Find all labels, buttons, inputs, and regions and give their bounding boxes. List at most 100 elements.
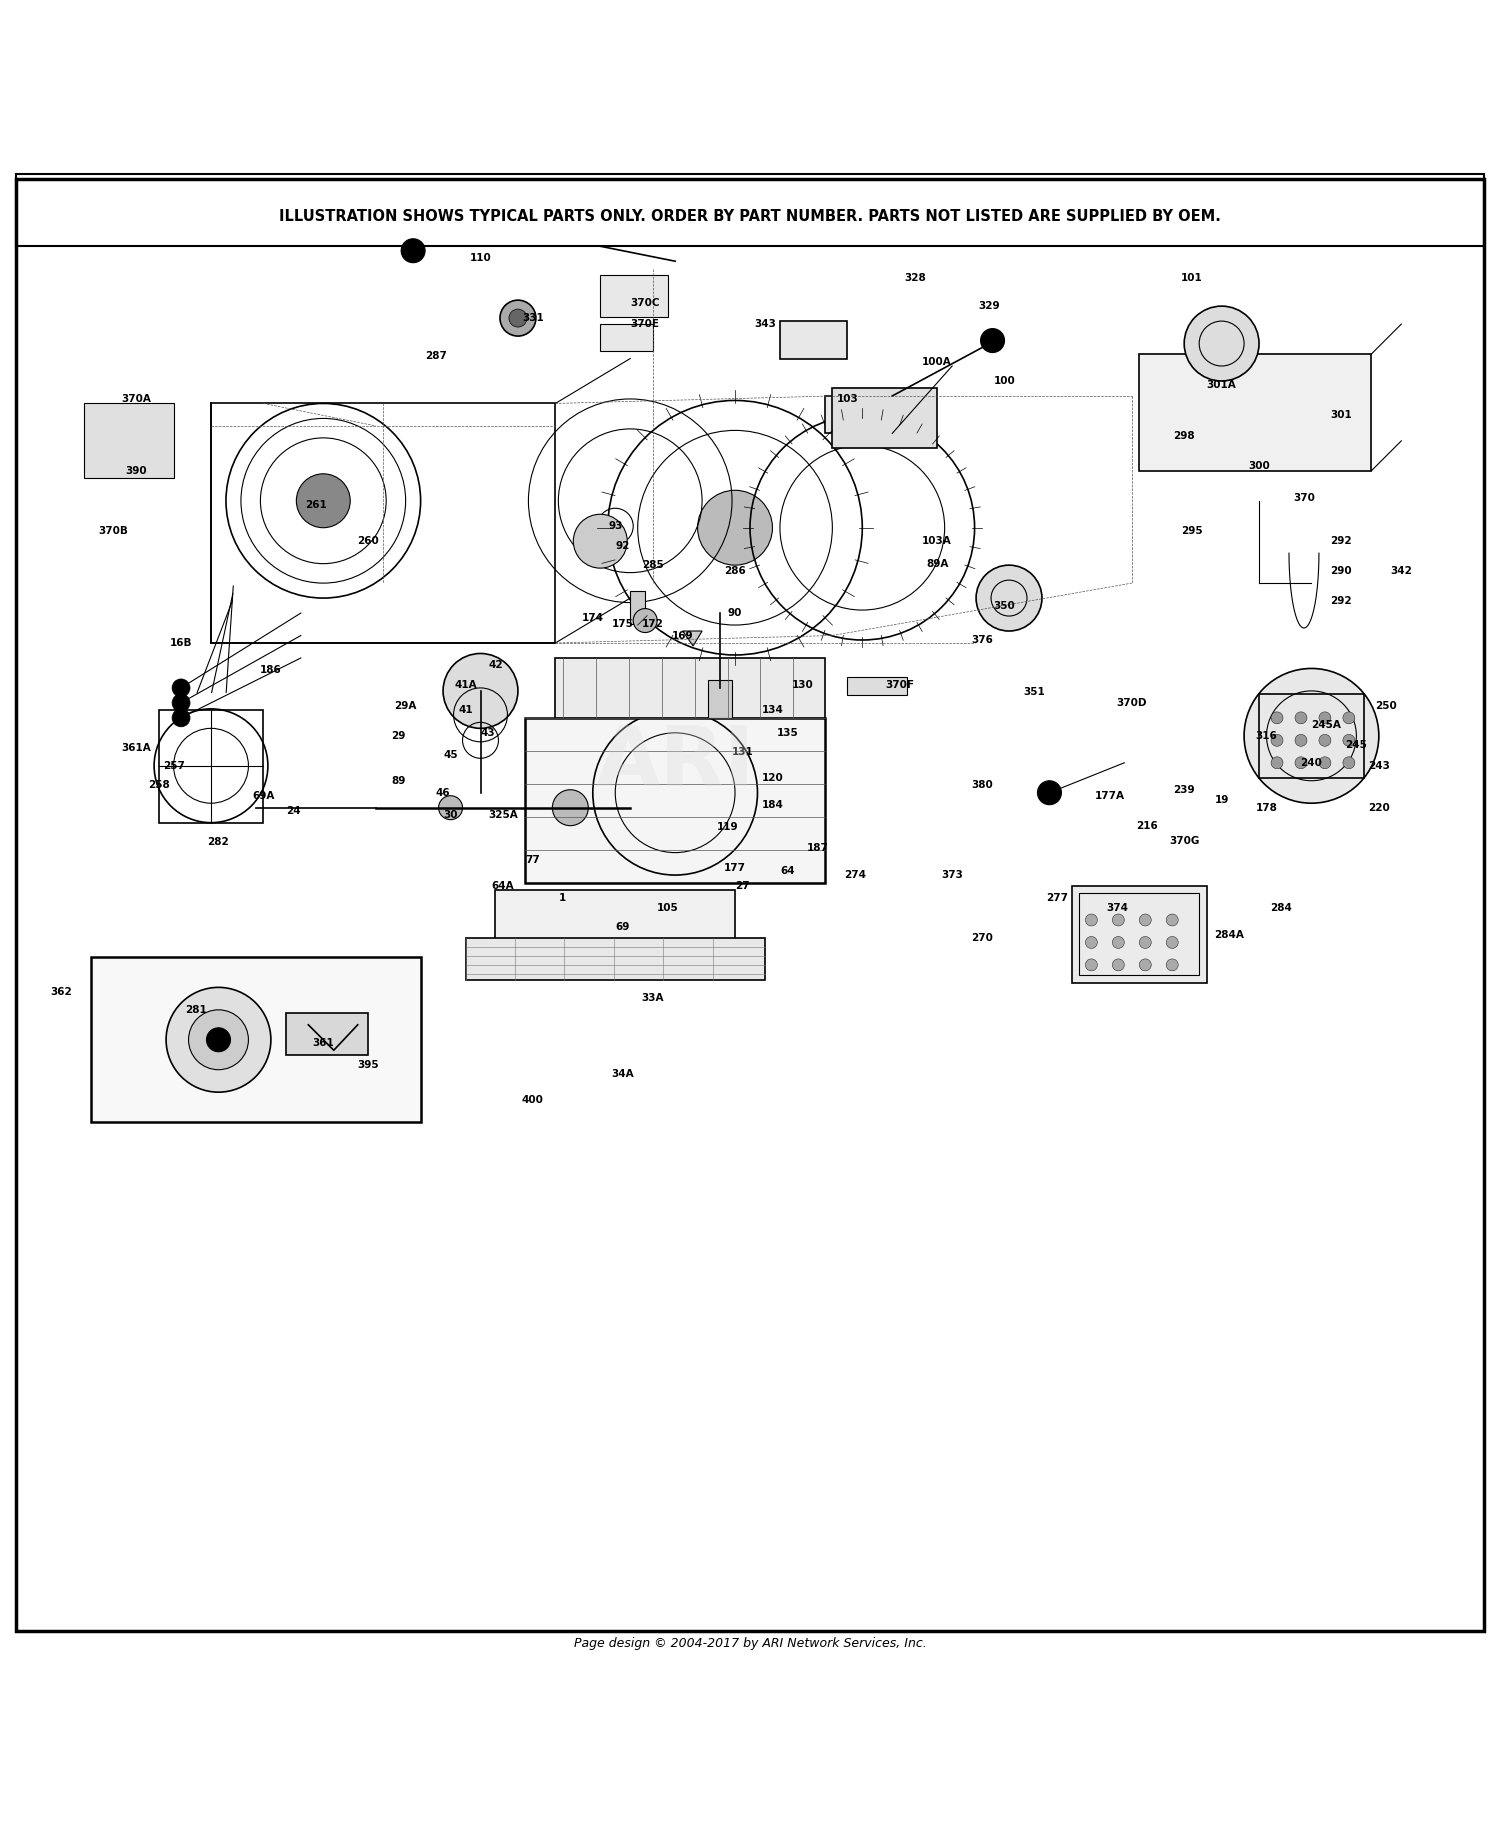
Text: 243: 243 (1368, 761, 1390, 770)
Text: 93: 93 (608, 522, 622, 531)
Bar (286, 1013, 368, 1055)
Circle shape (297, 474, 350, 527)
Text: 177: 177 (724, 863, 746, 872)
Text: 376: 376 (970, 635, 993, 644)
Bar (847, 677, 908, 695)
Text: 103: 103 (837, 394, 858, 403)
Circle shape (438, 796, 462, 819)
Text: 245A: 245A (1311, 721, 1341, 730)
Text: 105: 105 (657, 903, 678, 912)
Text: 240: 240 (1300, 757, 1323, 768)
Text: 186: 186 (260, 664, 282, 675)
Text: 295: 295 (1180, 526, 1203, 537)
Text: 328: 328 (904, 272, 926, 283)
Circle shape (1166, 958, 1178, 971)
Polygon shape (825, 396, 900, 433)
Circle shape (1342, 757, 1354, 768)
Text: 300: 300 (1248, 462, 1270, 471)
Text: 64: 64 (780, 865, 795, 876)
Text: 69: 69 (615, 922, 630, 933)
Text: 220: 220 (1368, 803, 1389, 812)
Circle shape (172, 679, 190, 697)
Text: 342: 342 (1390, 566, 1411, 577)
Text: 370C: 370C (630, 297, 660, 308)
Text: 245: 245 (1346, 739, 1368, 750)
Circle shape (552, 790, 588, 825)
Circle shape (189, 1009, 249, 1069)
Circle shape (1342, 712, 1354, 725)
Text: 395: 395 (357, 1060, 380, 1069)
Circle shape (1166, 914, 1178, 925)
Circle shape (1086, 958, 1098, 971)
Text: ARI: ARI (596, 723, 754, 803)
Bar (1080, 892, 1198, 975)
Bar (465, 938, 765, 980)
Text: 361A: 361A (122, 743, 152, 752)
Text: 89: 89 (392, 776, 405, 787)
Circle shape (633, 608, 657, 633)
Text: 172: 172 (642, 619, 663, 628)
Text: 298: 298 (1173, 431, 1196, 442)
Text: 277: 277 (1046, 892, 1068, 903)
Text: 373: 373 (940, 871, 963, 880)
Text: 19: 19 (1215, 796, 1228, 805)
Text: 119: 119 (717, 821, 738, 832)
Text: 270: 270 (970, 933, 993, 944)
Polygon shape (682, 631, 702, 646)
Text: 110: 110 (470, 254, 492, 263)
Text: 260: 260 (357, 537, 380, 546)
Text: 370B: 370B (99, 526, 129, 537)
Bar (84, 403, 174, 478)
Bar (159, 710, 264, 823)
Text: 282: 282 (207, 838, 230, 847)
Text: 370: 370 (1293, 493, 1316, 502)
Text: 42: 42 (488, 661, 502, 670)
Text: 184: 184 (762, 799, 783, 810)
Circle shape (1140, 958, 1152, 971)
Circle shape (442, 653, 518, 728)
Circle shape (1113, 914, 1125, 925)
Bar (1258, 694, 1364, 777)
Polygon shape (780, 321, 847, 358)
Circle shape (1113, 936, 1125, 949)
Bar (495, 891, 735, 942)
Text: 292: 292 (1330, 597, 1352, 606)
Bar (92, 958, 420, 1122)
Bar (1140, 354, 1371, 471)
Polygon shape (525, 717, 825, 883)
Circle shape (172, 694, 190, 712)
Circle shape (1086, 914, 1098, 925)
Circle shape (1318, 734, 1330, 746)
Text: 1: 1 (560, 892, 567, 903)
Text: 187: 187 (807, 843, 828, 852)
Text: 178: 178 (1256, 803, 1278, 812)
Circle shape (500, 299, 536, 336)
Text: 16B: 16B (170, 639, 192, 648)
Circle shape (1270, 757, 1282, 768)
Bar (600, 276, 668, 316)
Text: 258: 258 (147, 781, 170, 790)
Text: 350: 350 (993, 600, 1016, 611)
Text: 284: 284 (1270, 903, 1293, 912)
Circle shape (509, 308, 526, 327)
Text: 331: 331 (522, 314, 544, 323)
Text: 400: 400 (522, 1095, 544, 1104)
Text: 24: 24 (286, 805, 300, 816)
Circle shape (1140, 914, 1152, 925)
Text: 290: 290 (1330, 566, 1352, 577)
Text: 43: 43 (480, 728, 495, 737)
Text: 281: 281 (184, 1006, 207, 1015)
Text: 274: 274 (844, 871, 865, 880)
Text: 239: 239 (1173, 785, 1196, 794)
Circle shape (1113, 958, 1125, 971)
Bar (708, 681, 732, 717)
Text: 390: 390 (126, 465, 147, 476)
Text: 29A: 29A (394, 701, 417, 712)
Text: 30: 30 (444, 810, 458, 819)
Text: 374: 374 (1106, 903, 1128, 912)
Circle shape (166, 987, 272, 1091)
Text: 89A: 89A (926, 558, 948, 569)
Text: 316: 316 (1256, 730, 1278, 741)
Text: 46: 46 (436, 788, 450, 798)
Text: 351: 351 (1023, 688, 1046, 697)
